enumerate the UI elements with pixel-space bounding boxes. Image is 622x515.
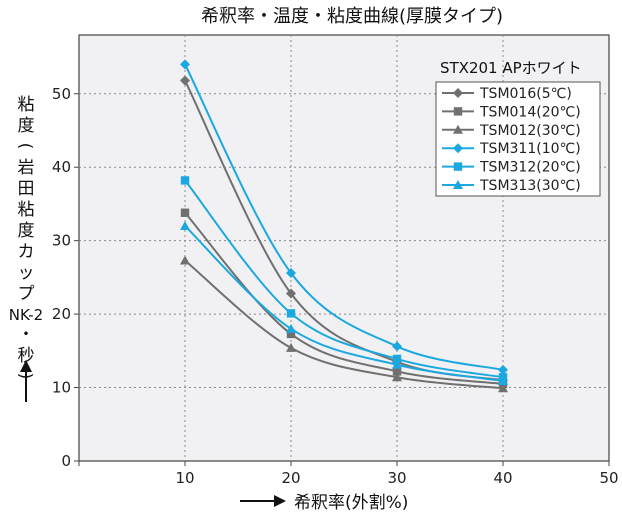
data-point (392, 341, 402, 352)
y-axis-label-char: 岩 (18, 158, 35, 178)
legend-entry: TSM014(20℃) (479, 104, 581, 120)
y-tick-label: 40 (52, 158, 71, 176)
y-axis-label-char: 粘 (18, 95, 35, 115)
x-tick-label: 10 (175, 469, 194, 487)
series-line (184, 259, 504, 390)
data-point (392, 354, 402, 364)
y-tick-label: 0 (61, 452, 71, 470)
data-point (286, 267, 296, 278)
data-point (498, 383, 508, 393)
y-axis-label-char: 度 (18, 221, 35, 241)
series-3 (180, 255, 508, 393)
up-arrow-icon (20, 360, 32, 372)
data-point (180, 255, 190, 265)
y-axis-label-char: 度 (18, 116, 35, 136)
y-axis-label-char: 粘 (18, 200, 35, 220)
data-point (498, 375, 508, 385)
legend-title: STX201 APホワイト (440, 59, 582, 77)
data-point (392, 359, 402, 369)
legend: STX201 APホワイト TSM016(5℃) TSM014(20℃) TSM012… (435, 59, 601, 197)
data-point (286, 288, 296, 299)
x-tick-label: 30 (387, 469, 406, 487)
series-line (184, 212, 504, 385)
y-axis-label-char: ( (15, 143, 35, 150)
y-tick-label: 50 (52, 85, 71, 103)
data-point (180, 208, 190, 217)
data-point (498, 364, 508, 375)
series-6 (180, 220, 508, 385)
series-line (184, 179, 504, 379)
right-arrow-icon (274, 495, 286, 507)
y-tick-label: 20 (52, 305, 71, 323)
legend-swatch-marker (453, 162, 463, 171)
x-tick-label: 20 (281, 469, 300, 487)
legend-swatch-marker (453, 143, 463, 154)
data-point (286, 323, 296, 333)
legend-swatch-marker (453, 180, 463, 189)
y-axis-label-char: カ (18, 242, 35, 262)
series-4 (180, 59, 508, 375)
x-tick-label: 50 (599, 469, 618, 487)
legend-swatch-marker (453, 124, 463, 134)
data-point (180, 75, 190, 86)
series-line (184, 225, 504, 382)
legend-entry: TSM311(10℃) (479, 141, 581, 157)
data-point (286, 309, 296, 318)
y-axis-ticks: 0 10 20 30 40 50 (52, 85, 79, 470)
chart-title: 希釈率・温度・粘度曲線(厚膜タイプ) (201, 6, 503, 27)
x-tick-label: 40 (493, 469, 512, 487)
legend-entry: TSM016(5℃) (479, 86, 572, 102)
x-axis-title: 希釈率(外割%) (294, 493, 408, 513)
data-point (392, 372, 402, 382)
legend-swatch-marker (453, 88, 463, 98)
data-point (286, 329, 296, 339)
data-point (180, 220, 190, 230)
series-line (184, 63, 504, 371)
y-axis-label-char: NK-2 (9, 306, 43, 324)
legend-entry: TSM312(20℃) (479, 160, 581, 176)
legend-entry: TSM012(30℃) (479, 123, 581, 139)
y-axis-label-char: ・ (18, 325, 35, 345)
legend-swatch-marker (453, 107, 463, 116)
y-axis-label-char: プ (18, 284, 35, 304)
y-tick-label: 30 (52, 232, 71, 250)
y-axis-label-char: 秒 (18, 346, 35, 366)
y-axis-label-char: 田 (18, 179, 35, 199)
data-point (180, 59, 190, 70)
legend-entry: TSM313(30℃) (479, 178, 581, 194)
series-layer (180, 59, 508, 393)
x-axis-label: 希釈率(外割%) (240, 493, 408, 513)
legend-box (435, 81, 601, 197)
y-axis-label-char: ッ (18, 263, 35, 283)
data-point (180, 176, 190, 185)
data-point (392, 367, 402, 376)
y-tick-label: 10 (52, 379, 71, 397)
data-point (286, 342, 296, 352)
x-axis-ticks: 10 20 30 40 50 (78, 461, 619, 487)
